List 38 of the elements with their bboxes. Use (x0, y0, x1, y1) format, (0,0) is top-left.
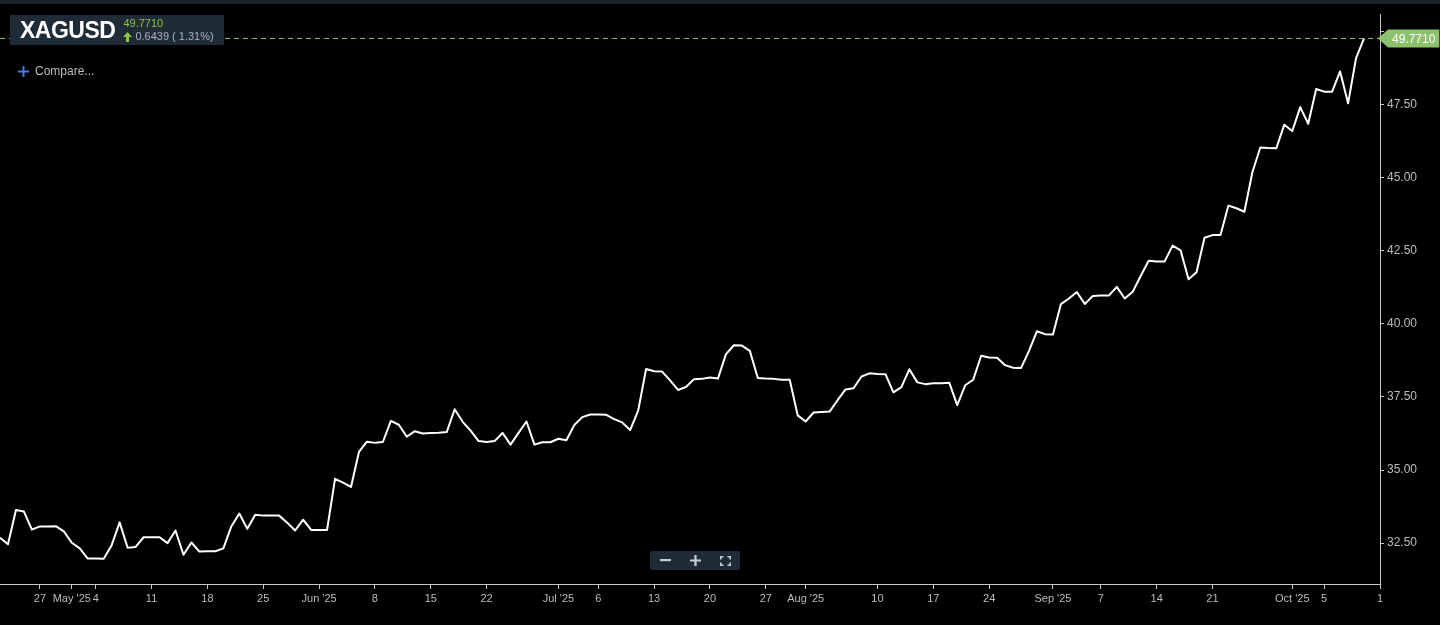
x-tick-label: 27 (759, 591, 772, 604)
x-tick-label: 17 (927, 591, 940, 604)
x-tick-label: Sep '25 (1034, 591, 1072, 604)
x-tick-label: 24 (983, 591, 996, 604)
chart-subtitle: 49.7710 (123, 17, 165, 30)
x-tick-label: May '25 (52, 591, 91, 604)
x-tick-label: Jun '25 (301, 591, 337, 604)
y-tick-label: 35.00 (1387, 462, 1418, 477)
x-tick-label: 10 (871, 591, 884, 604)
x-tick-label: 14 (1150, 591, 1163, 604)
x-tick-label: 25 (257, 591, 270, 604)
annotation: Compare... (35, 64, 95, 78)
x-tick-label: 11 (145, 591, 158, 604)
x-tick-label: 13 (647, 591, 661, 604)
x-tick-label: 7 (1097, 591, 1104, 604)
x-tick-label: 27 (33, 591, 47, 604)
x-tick-label: Oct '25 (1275, 591, 1310, 604)
x-tick-label: Aug '25 (787, 591, 825, 604)
y-tick-label: 37.50 (1387, 389, 1418, 404)
x-tick-label: 22 (480, 591, 493, 604)
x-tick-label: 18 (201, 591, 214, 604)
y-tick-label: 45.00 (1387, 170, 1418, 185)
y-tick-label: 40.00 (1387, 316, 1418, 331)
annotation: 0.6439 ( 1.31%) (135, 30, 214, 43)
x-tick-label: 1 (1376, 591, 1384, 604)
y-tick-label: 47.50 (1387, 97, 1418, 112)
y-tick-label: 42.50 (1387, 243, 1418, 258)
x-tick-label: 6 (595, 591, 602, 604)
chart-title: XAGUSD (20, 16, 116, 44)
x-tick-label: 8 (371, 591, 378, 604)
x-tick-label: 21 (1206, 591, 1219, 604)
x-tick-label: 15 (424, 591, 437, 604)
ref-line-label: 49.7710 (1392, 31, 1436, 46)
x-tick-label: Jul '25 (542, 591, 575, 604)
x-tick-label: 4 (92, 591, 99, 604)
x-tick-label: 5 (1321, 591, 1328, 604)
x-tick-label: 20 (703, 591, 717, 604)
y-tick-label: 32.50 (1387, 535, 1418, 550)
